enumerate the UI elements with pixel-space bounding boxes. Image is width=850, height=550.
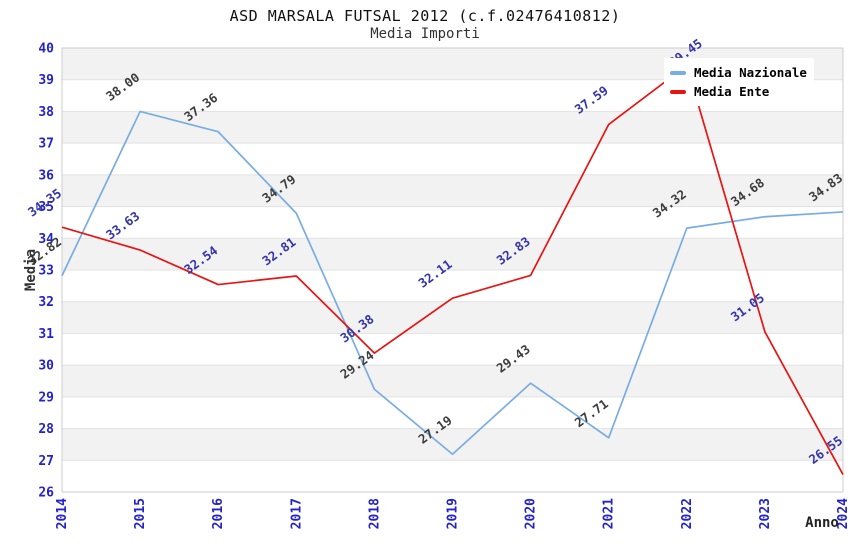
x-tick-label: 2019	[446, 498, 461, 529]
y-tick-label: 28	[38, 422, 54, 437]
y-tick-label: 26	[38, 486, 54, 501]
legend-swatch-ente-icon	[670, 89, 686, 94]
x-tick-label: 2015	[133, 498, 148, 529]
plot-band	[62, 301, 843, 334]
y-tick-label: 35	[38, 200, 54, 215]
chart-title: ASD MARSALA FUTSAL 2012 (c.f.02476410812…	[229, 7, 621, 25]
y-tick-label: 33	[38, 264, 54, 279]
chart-subtitle: Media Importi	[370, 26, 480, 42]
y-tick-label: 27	[38, 454, 54, 469]
x-tick-label: 2014	[55, 498, 70, 529]
x-axis-title: Anno	[805, 515, 839, 531]
legend-item-media-nazionale[interactable]: Media Nazionale	[670, 63, 808, 82]
plot-band	[62, 238, 843, 270]
y-tick-label: 36	[38, 168, 54, 183]
y-tick-label: 30	[38, 359, 54, 374]
plot-band	[62, 174, 843, 207]
plot-band	[62, 365, 843, 397]
plot-band	[62, 111, 843, 144]
x-tick-label: 2021	[602, 498, 617, 529]
plot-band	[62, 428, 843, 461]
legend: Media Nazionale Media Ente	[664, 58, 814, 106]
x-tick-label: 2017	[289, 498, 304, 529]
x-tick-label: 2023	[758, 498, 773, 529]
y-tick-label: 31	[38, 327, 54, 342]
point-label: 33.63	[103, 208, 142, 242]
x-tick-label: 2018	[367, 498, 382, 529]
legend-item-media-ente[interactable]: Media Ente	[670, 82, 808, 101]
y-tick-label: 39	[38, 73, 54, 88]
y-tick-label: 38	[38, 105, 54, 120]
y-tick-label: 40	[38, 42, 54, 57]
series-line-media-ente[interactable]	[61, 64, 844, 475]
y-tick-label: 37	[38, 137, 54, 152]
plot-border	[61, 47, 844, 493]
y-tick-label: 34	[38, 232, 54, 247]
x-tick-label: 2020	[524, 498, 539, 529]
x-tick-label: 2016	[211, 498, 226, 529]
y-tick-label: 29	[38, 390, 54, 405]
legend-swatch-nazionale-icon	[670, 70, 686, 75]
legend-label-nazionale: Media Nazionale	[694, 65, 807, 80]
series-line-media-nazionale[interactable]	[61, 110, 844, 456]
legend-label-ente: Media Ente	[694, 84, 770, 99]
x-tick-label: 2022	[680, 498, 695, 529]
y-tick-label: 32	[38, 295, 54, 310]
y-axis-title: Media	[23, 248, 39, 292]
x-tick-label: 2024	[836, 498, 850, 529]
